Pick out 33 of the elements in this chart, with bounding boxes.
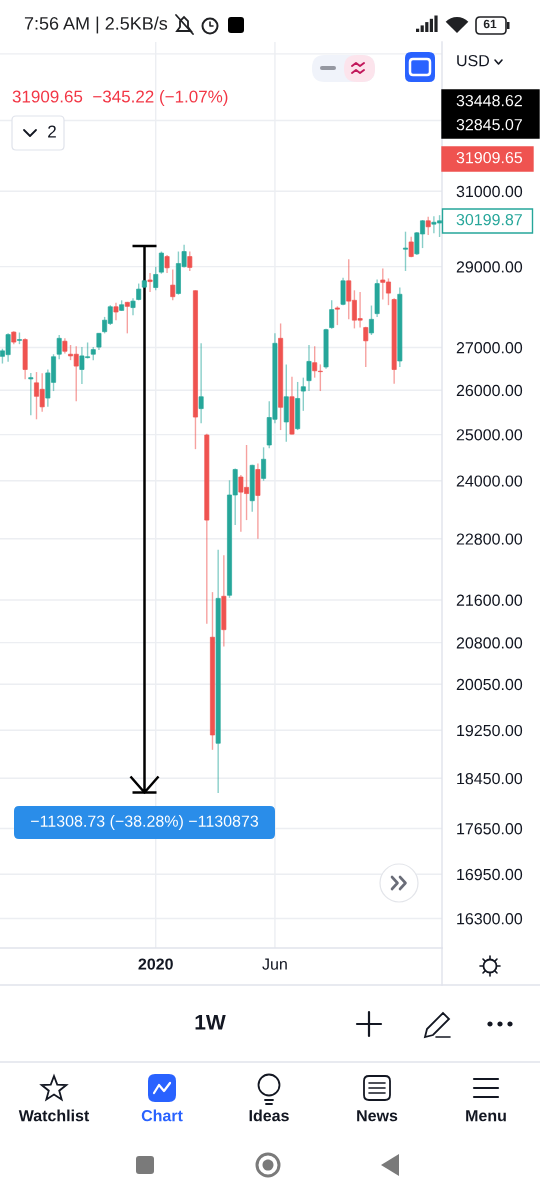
- y-tick-label: 26000.00: [456, 384, 523, 397]
- y-tick-label: 19250.00: [457, 724, 523, 737]
- text: 33448.62: [456, 94, 522, 107]
- text: News: [357, 1110, 398, 1122]
- y-tick-label: 22800.00: [456, 533, 523, 545]
- text: USD: [457, 54, 490, 67]
- text: 31909.65 −345.22 (−1.07%): [12, 90, 228, 106]
- y-tick-label: 17650.00: [457, 823, 523, 835]
- y-tick-label: 18450.00: [457, 772, 523, 785]
- y-tick-label: 20800.00: [456, 637, 523, 649]
- text: Watchlist: [18, 1109, 90, 1122]
- y-tick-label: 29000.00: [456, 261, 523, 273]
- annotation: 2: [48, 125, 56, 138]
- text: 32845.07: [456, 118, 522, 131]
- y-tick-label: 16300.00: [457, 913, 523, 925]
- y-tick-label: 21600.00: [456, 594, 523, 606]
- text: Chart: [141, 1109, 183, 1122]
- y-tick-label: 25000.00: [456, 429, 523, 441]
- text: Ideas: [249, 1109, 289, 1122]
- text: 30199.87: [456, 213, 522, 226]
- text: 1W: [195, 1014, 226, 1030]
- y-tick-label: 27000.00: [456, 342, 523, 354]
- y-tick-label: 16950.00: [457, 868, 523, 881]
- x-tick-label: 2020: [138, 958, 173, 970]
- y-tick-label: 20050.00: [456, 678, 523, 691]
- text: 61: [483, 19, 497, 29]
- text: 7:56 AM | 2.5KB/s: [24, 16, 168, 34]
- text: 31909.65: [456, 151, 523, 164]
- annotation: −11308.73 (−38.28%) −1130873: [31, 815, 259, 830]
- text: Menu: [466, 1110, 506, 1122]
- y-tick-label: 24000.00: [456, 475, 523, 487]
- x-tick-label: Jun: [262, 958, 287, 970]
- y-tick-label: 31000.00: [456, 185, 523, 198]
